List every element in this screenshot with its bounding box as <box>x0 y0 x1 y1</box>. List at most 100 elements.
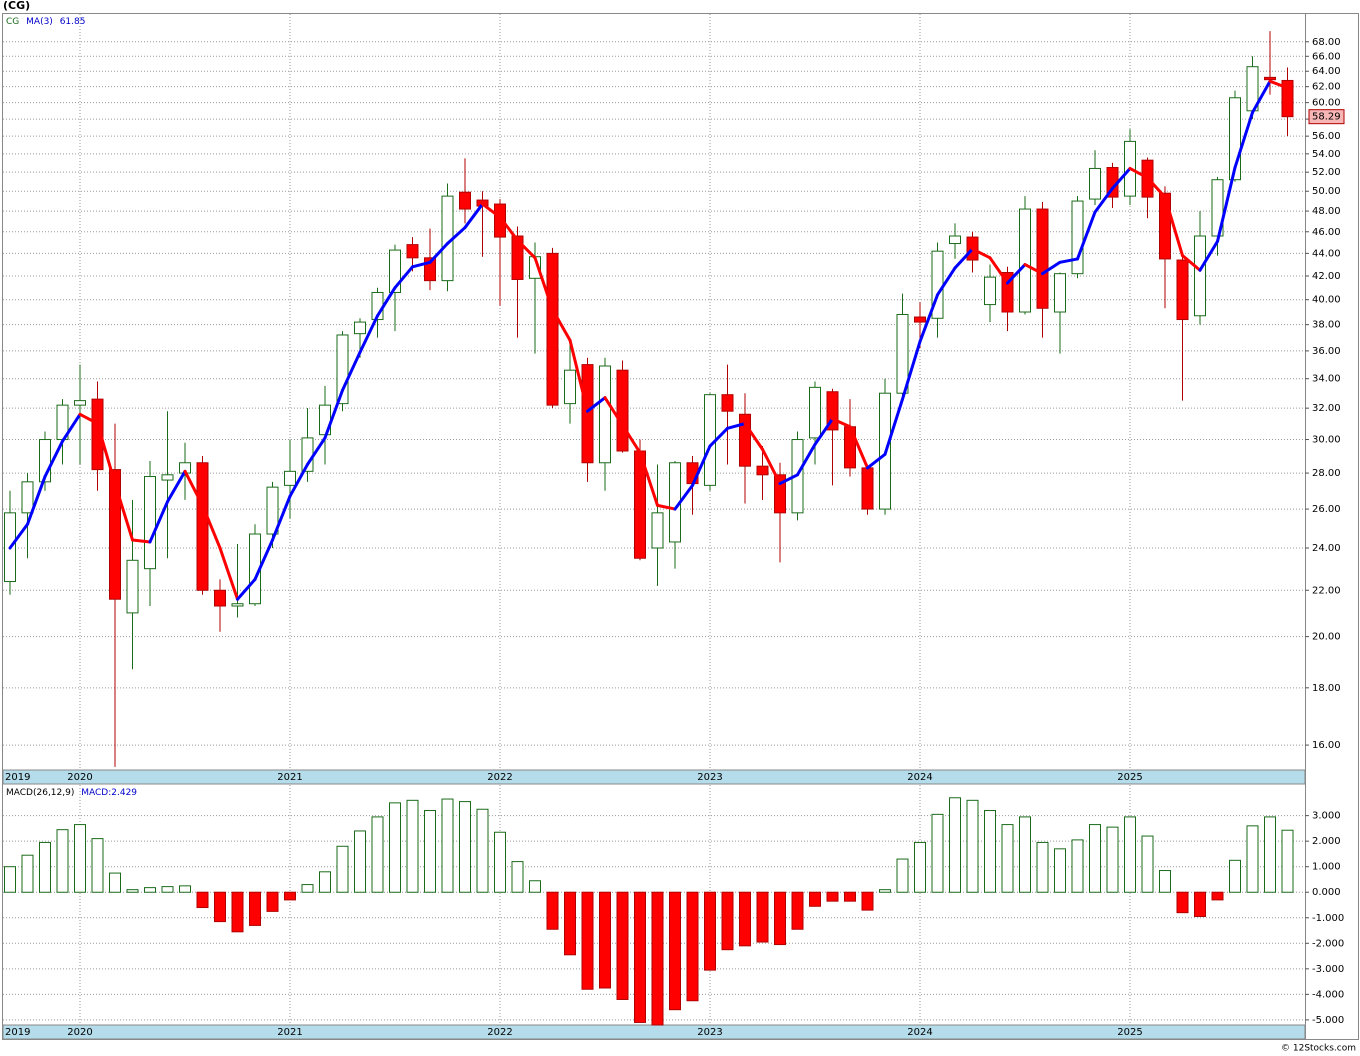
candle-body <box>1176 259 1189 321</box>
candle-body <box>91 398 104 471</box>
ma-segment <box>761 447 782 486</box>
macd-bar <box>599 891 611 989</box>
y-tick-label: 30.00 <box>1312 435 1341 446</box>
ma-segment <box>446 226 467 246</box>
x-tick-label: 2021 <box>277 772 302 783</box>
ma-segment <box>796 442 817 477</box>
ma-segment <box>376 286 397 318</box>
y-tick-label: 20.00 <box>1312 632 1341 643</box>
candle-body <box>196 462 209 591</box>
candle-body <box>546 252 559 406</box>
x-tick-label: 2025 <box>1117 772 1142 783</box>
candle-body <box>739 413 751 467</box>
ma-segment <box>708 426 729 448</box>
ma-segment <box>936 266 957 297</box>
ma-segment <box>831 417 852 429</box>
macd-bar <box>21 854 34 893</box>
ma-segment <box>26 475 47 526</box>
x-tick-label: 2023 <box>697 1027 722 1038</box>
ma-segment <box>463 202 484 230</box>
ma-segment <box>673 483 694 511</box>
y-tick-label: 22.00 <box>1312 585 1341 596</box>
macd-bar <box>756 891 769 943</box>
candle-body <box>424 257 436 282</box>
candle-body <box>1054 273 1066 313</box>
macd-bar <box>39 841 51 893</box>
ma-segment <box>183 469 204 507</box>
macd-bar <box>581 891 594 990</box>
chart-title: (CG) <box>3 0 30 12</box>
y-tick-label: 3.000 <box>1312 811 1341 822</box>
candle-body <box>511 235 524 280</box>
ma-segment <box>271 494 292 542</box>
legend: CG MA(3) 61.85 <box>6 17 85 27</box>
ma-segment <box>61 412 82 443</box>
macd-bar <box>1071 839 1084 893</box>
macd-bar <box>1159 870 1171 893</box>
ma-segment <box>236 577 257 601</box>
macd-bar <box>686 891 699 1002</box>
y-tick-label: 48.00 <box>1312 206 1341 217</box>
y-tick-label: 66.00 <box>1312 51 1341 62</box>
macd-bar <box>791 891 804 930</box>
macd-bar <box>529 880 541 893</box>
macd-bar <box>774 891 786 946</box>
macd-bar <box>861 891 874 911</box>
ma-name: MA(3) <box>26 17 53 27</box>
macd-bar <box>1176 891 1189 914</box>
ma-segment <box>1058 257 1079 264</box>
ma-segment <box>96 422 117 486</box>
macd-bar <box>564 891 576 956</box>
candle-body <box>896 314 909 394</box>
candle-body <box>949 235 961 245</box>
ma-segment <box>778 473 799 486</box>
ma-segment <box>866 452 887 470</box>
macd-bar <box>1054 848 1066 893</box>
x-tick-label: 2024 <box>907 772 932 783</box>
macd-bar <box>389 802 401 893</box>
symbol: CG <box>6 17 19 27</box>
ma-segment <box>621 423 642 455</box>
x-tick-label: 2022 <box>487 772 512 783</box>
macd-bar <box>4 866 16 893</box>
macd-bar <box>616 891 629 1000</box>
y-tick-label: -4.000 <box>1312 989 1344 1000</box>
ma-segment <box>393 265 414 290</box>
y-tick-label: 18.00 <box>1312 683 1341 694</box>
macd-bar <box>214 891 226 923</box>
macd-bar <box>74 824 86 893</box>
candle-body <box>161 474 174 481</box>
macd-bar <box>301 884 314 893</box>
candle-body <box>144 476 156 570</box>
ma-segment <box>148 500 169 544</box>
candle-body <box>861 467 874 510</box>
date-bar <box>2 769 1306 785</box>
ma-segment <box>1251 79 1272 114</box>
ma-segment <box>131 538 152 544</box>
macd-bar <box>266 891 279 912</box>
macd-bar <box>56 829 69 893</box>
ma-segment <box>918 293 939 344</box>
ma-segment <box>691 444 712 487</box>
candle-body <box>1159 192 1171 260</box>
legend: MACD(26,12,9) MACD:2.429 <box>6 788 137 798</box>
y-tick-label: 56.00 <box>1312 131 1341 142</box>
macd-bar <box>966 799 979 893</box>
ma-segment <box>1023 263 1044 276</box>
candle-body <box>1194 235 1206 317</box>
ma-segment <box>568 338 589 413</box>
y-tick-label: -1.000 <box>1312 913 1344 924</box>
macd-bar <box>144 887 156 893</box>
ma-segment <box>883 397 904 456</box>
candle-body <box>494 203 506 238</box>
macd-bar <box>1001 824 1014 893</box>
ma-segment <box>953 247 974 270</box>
ma-segment <box>988 256 1009 285</box>
ma-segment <box>1111 166 1132 190</box>
candle-body <box>459 191 471 210</box>
candle-body <box>389 249 401 293</box>
macd-bar <box>1141 835 1154 893</box>
x-tick-label: 2019 <box>5 772 30 783</box>
y-tick-label: 62.00 <box>1312 82 1341 93</box>
y-tick-label: 38.00 <box>1312 320 1341 331</box>
